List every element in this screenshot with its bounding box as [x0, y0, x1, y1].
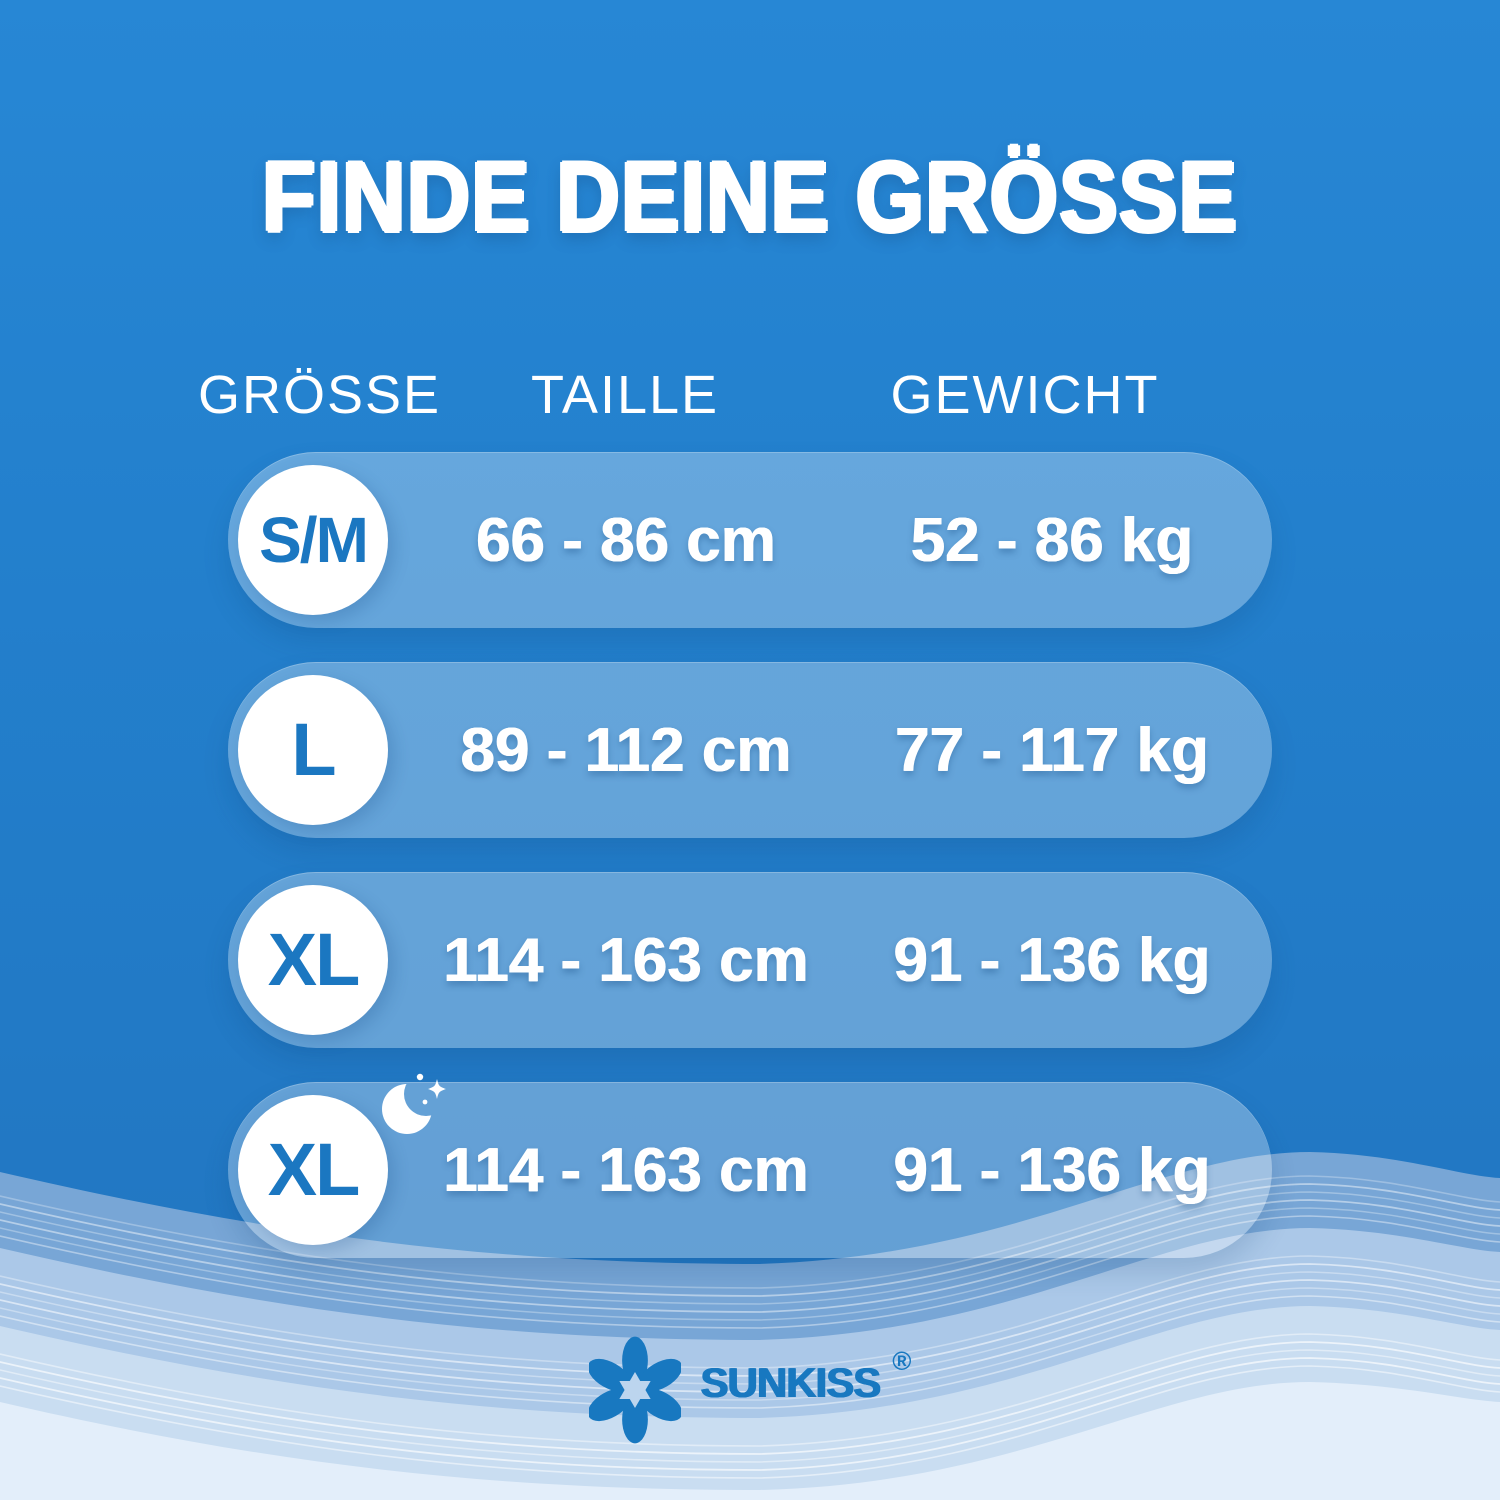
taille-value: 114 - 163 cm — [443, 925, 809, 995]
column-header-gewicht: GEWICHT — [890, 365, 1160, 425]
size-badge-label: S/M — [259, 504, 369, 576]
column-headers: GRÖSSE TAILLE GEWICHT — [0, 366, 1500, 426]
size-badge-label: XL — [267, 1128, 361, 1211]
gewicht-value: 77 - 117 kg — [895, 715, 1209, 785]
brand-logo: SUNKISS ® — [0, 1318, 1500, 1448]
taille-value: 66 - 86 cm — [476, 505, 776, 575]
size-badge-label: L — [291, 708, 336, 791]
size-row-xl: XL 114 - 163 cm 91 - 136 kg — [228, 872, 1272, 1048]
size-badge: L — [238, 675, 388, 825]
gewicht-value: 52 - 86 kg — [910, 505, 1194, 575]
waves-decoration — [0, 1152, 1500, 1500]
taille-value: 89 - 112 cm — [460, 715, 792, 785]
sunkiss-flower-icon — [588, 1336, 681, 1444]
brand-name: SUNKISS — [700, 1359, 882, 1406]
gewicht-value: 91 - 136 kg — [893, 1135, 1211, 1205]
moon-stars-icon — [382, 1073, 446, 1134]
column-header-groesse: GRÖSSE — [198, 365, 442, 425]
taille-value: 114 - 163 cm — [443, 1135, 809, 1205]
registered-mark: ® — [892, 1345, 912, 1376]
size-badge: S/M — [238, 465, 388, 615]
size-row-l: L 89 - 112 cm 77 - 117 kg — [228, 662, 1272, 838]
column-header-taille: TAILLE — [530, 365, 720, 425]
size-badge: XL — [238, 1095, 388, 1245]
gewicht-value: 91 - 136 kg — [893, 925, 1211, 995]
page-title: FINDE DEINE GRÖSSE — [261, 140, 1239, 253]
size-row-sm: S/M 66 - 86 cm 52 - 86 kg — [228, 452, 1272, 628]
size-row-xl-night: XL 114 - 163 cm 91 - 136 kg — [228, 1073, 1272, 1258]
size-badge: XL — [238, 885, 388, 1035]
size-badge-label: XL — [267, 918, 361, 1001]
